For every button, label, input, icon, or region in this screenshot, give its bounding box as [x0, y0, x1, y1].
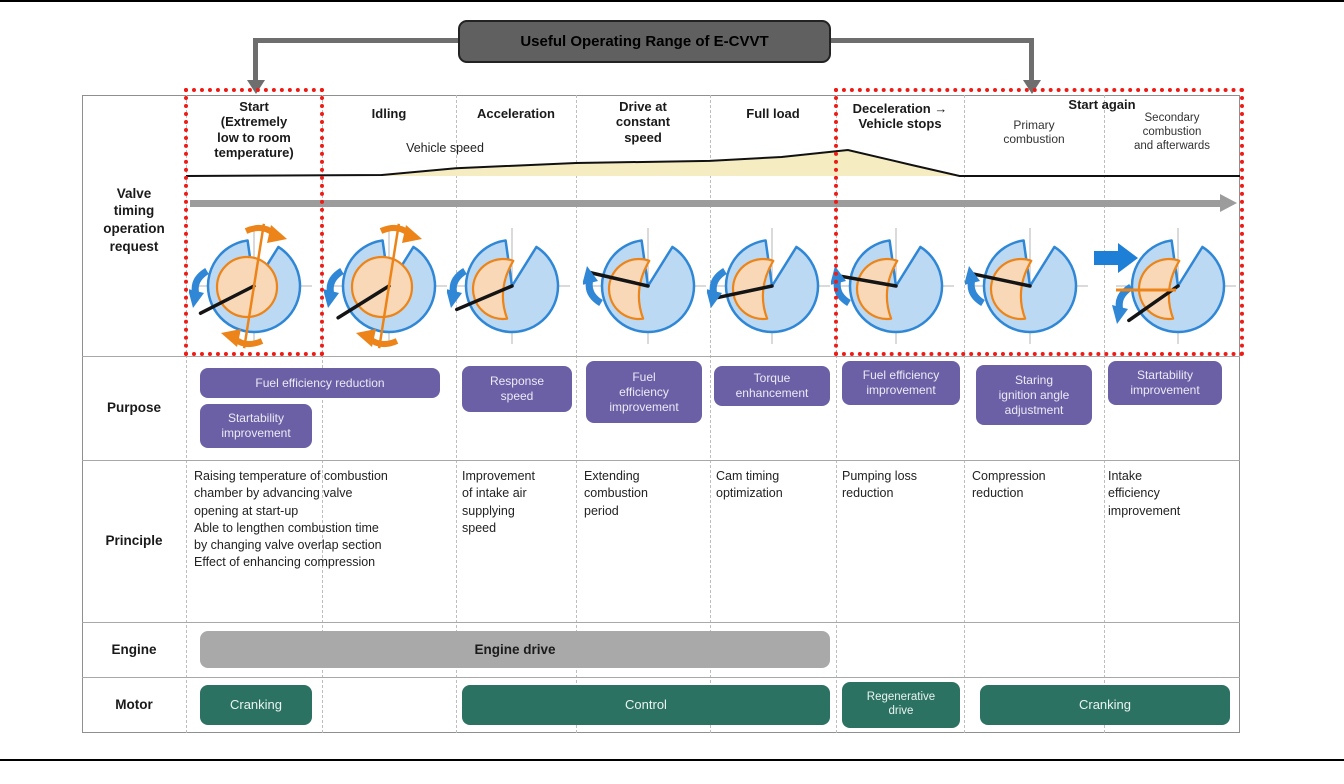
valve-diagram-primary-combustion [965, 228, 1088, 344]
purpose-badge-response-speed: Response speed [462, 366, 572, 412]
row-divider [82, 677, 1240, 678]
valve-diagram-start [189, 223, 312, 349]
column-divider [836, 95, 837, 733]
purpose-badge-fuel-efficiency-improvement-constant: Fuel efficiency improvement [586, 361, 702, 423]
principle-primary-combustion: Compression reduction [972, 469, 1046, 501]
column-header-full-load: Full load [746, 106, 800, 121]
row-label-valve-timing: Valve timing operation request [103, 185, 165, 254]
banner-arrow-left-vertical [253, 38, 258, 80]
principle-constant-speed: Extending combustion period [584, 469, 648, 518]
row-divider [82, 460, 1240, 461]
column-header-start-again: Start again [1068, 97, 1136, 112]
title-banner: Useful Operating Range of E-CVVT [458, 20, 831, 63]
row-divider [82, 356, 1240, 357]
valve-diagram-secondary-combustion [1094, 228, 1236, 344]
valve-diagram-full-load [707, 228, 830, 344]
column-header-primary-combustion: Primary combustion [1003, 118, 1065, 147]
purpose-badge-torque-enhancement: Torque enhancement [714, 366, 830, 406]
column-divider [1104, 95, 1105, 733]
row-label-engine: Engine [111, 641, 157, 657]
vehicle-speed-curve [185, 148, 1240, 177]
column-header-secondary-combustion: Secondary combustion and afterwards [1133, 112, 1211, 152]
column-divider [186, 95, 187, 733]
bottom-border-line [0, 759, 1344, 761]
motor-badge-cranking-start: Cranking [200, 685, 312, 725]
engine-drive-bar: Engine drive [200, 631, 830, 668]
banner-arrow-left-horizontal [253, 38, 458, 43]
highlight-box-start-again [834, 88, 1244, 356]
column-divider [964, 95, 965, 733]
banner-arrow-right-vertical [1029, 38, 1034, 80]
table-frame [82, 95, 1240, 733]
top-border-line [0, 0, 1344, 2]
valve-diagram-constant-speed [583, 228, 706, 344]
principle-deceleration: Pumping loss reduction [842, 469, 918, 501]
valve-diagram-idling [324, 223, 447, 349]
timeline-arrow [190, 200, 1220, 207]
column-header-start: Start (Extremely low to room temperature… [214, 99, 294, 160]
title-banner-label: Useful Operating Range of E-CVVT [520, 33, 769, 50]
vehicle-speed-label: Vehicle speed [406, 141, 484, 155]
motor-badge-regenerative-drive: Regenerative drive [842, 682, 960, 728]
timeline-arrow-head-icon [1220, 194, 1237, 212]
column-divider [710, 95, 711, 733]
purpose-badge-fuel-efficiency-reduction: Fuel efficiency reduction [200, 368, 440, 398]
purpose-badge-startability-improvement-secondary: Startability improvement [1108, 361, 1222, 405]
column-header-deceleration: Deceleration → Vehicle stops [852, 101, 948, 132]
row-label-motor: Motor [115, 697, 153, 713]
principle-start-idling: Raising temperature of combustion chambe… [194, 469, 388, 570]
column-divider [322, 95, 323, 733]
purpose-badge-startability-improvement-start: Startability improvement [200, 404, 312, 448]
valve-diagram-deceleration [831, 228, 954, 344]
column-divider [456, 95, 457, 733]
purpose-badge-fuel-efficiency-improvement-decel: Fuel efficiency improvement [842, 361, 960, 405]
highlight-box-start [184, 88, 324, 356]
purpose-badge-staring-ignition-angle: Staring ignition angle adjustment [976, 365, 1092, 425]
row-label-principle: Principle [105, 533, 163, 549]
column-header-constant-speed: Drive at constant speed [615, 99, 671, 145]
principle-secondary-combustion: Intake efficiency improvement [1108, 469, 1181, 518]
principle-full-load: Cam timing optimization [716, 469, 783, 501]
banner-arrow-right-horizontal [831, 38, 1032, 43]
principle-acceleration: Improvement of intake air supplying spee… [462, 469, 535, 535]
motor-badge-cranking-again: Cranking [980, 685, 1230, 725]
column-header-idling: Idling [371, 106, 407, 121]
row-divider [82, 622, 1240, 623]
valve-diagram-acceleration [447, 228, 570, 344]
column-divider [576, 95, 577, 733]
motor-badge-control: Control [462, 685, 830, 725]
column-header-acceleration: Acceleration [476, 106, 556, 121]
row-label-purpose: Purpose [106, 400, 161, 416]
